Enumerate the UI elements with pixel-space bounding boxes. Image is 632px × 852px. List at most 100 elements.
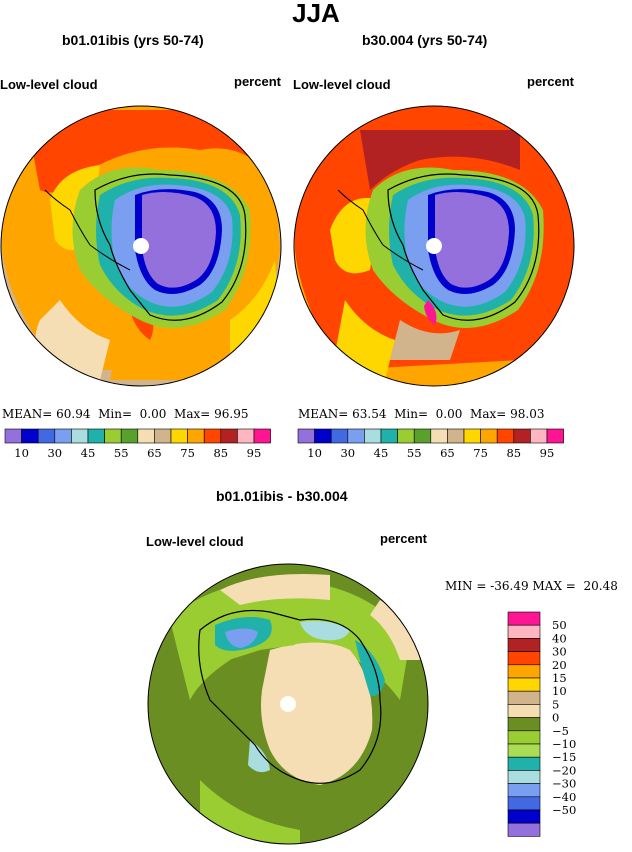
difference-legend-box	[507, 783, 541, 798]
difference-legend-box	[507, 756, 541, 771]
panel2-colorbar: 10 30 45 55 65 75 85 95	[297, 428, 564, 460]
panel1-mean-value: 60.94	[56, 407, 91, 421]
panel2-colorbar-box	[496, 428, 515, 444]
panel1-units-label: percent	[234, 74, 281, 89]
difference-legend-box	[507, 730, 541, 745]
panel2-max-label: Max=	[470, 407, 507, 421]
panel2-colorbar-tick: 55	[407, 446, 422, 460]
panel2-colorbar-tick: 65	[440, 446, 455, 460]
panel1-colorbar-box	[21, 428, 39, 444]
difference-legend-label: 50	[552, 618, 567, 632]
panel2-colorbar-tick: 75	[473, 446, 488, 460]
panel2-colorbar-box	[413, 428, 432, 444]
difference-legend-label: 30	[552, 645, 567, 659]
panel1-colorbar-tick: 75	[180, 446, 195, 460]
panel1-colorbar-box	[54, 428, 72, 444]
panel2-variable-label: Low-level cloud	[293, 77, 391, 92]
difference-legend-label: −40	[552, 790, 576, 804]
panel1-stats: MEAN= 60.94 Min= 0.00 Max= 96.95	[2, 407, 248, 421]
panel2-colorbar-box	[480, 428, 498, 444]
difference-variable-label: Low-level cloud	[146, 534, 244, 549]
panel2-colorbar-box	[297, 428, 315, 444]
panel1-colorbar-box	[187, 428, 205, 444]
difference-legend-label: 20	[552, 658, 567, 672]
panel2-min-label: Min=	[394, 407, 429, 421]
panel2-colorbar-tick: 85	[506, 446, 521, 460]
difference-legend-box	[507, 770, 541, 784]
panel1-min-value: 0.00	[139, 407, 167, 421]
panel1-case-title: b01.01ibis (yrs 50-74)	[62, 32, 204, 48]
panel1-colorbar: 10 30 45 55 65 75 85 95	[4, 428, 271, 460]
panel2-mean-value: 63.54	[352, 407, 387, 421]
panel2-colorbar-box	[513, 428, 531, 444]
panel1-colorbar-box	[87, 428, 105, 444]
difference-legend-label: −30	[552, 777, 576, 791]
difference-min-value: -36.49	[490, 579, 529, 593]
panel1-colorbar-tick: 85	[213, 446, 228, 460]
difference-legend-label: 40	[552, 631, 567, 645]
panel1-colorbar-box	[120, 428, 139, 444]
season-title: JJA	[292, 0, 340, 28]
difference-legend-box	[507, 651, 541, 666]
panel1-colorbar-box	[237, 428, 255, 444]
difference-legend-label: 15	[552, 671, 567, 685]
panel1-colorbar-box	[154, 428, 172, 444]
panel1-colorbar-box	[220, 428, 238, 444]
difference-legend-label: 5	[552, 697, 559, 711]
difference-legend-box	[507, 624, 541, 639]
difference-legend-box	[507, 809, 541, 824]
panel2-colorbar-box	[380, 428, 398, 444]
panel2-colorbar-box	[314, 428, 332, 444]
panel1-colorbar-box	[71, 428, 89, 444]
panel2-case-title: b30.004 (yrs 50-74)	[362, 32, 488, 48]
difference-max-value: 20.48	[583, 579, 618, 593]
panel2-colorbar-box	[347, 428, 365, 444]
panel1-colorbar-box	[104, 428, 122, 444]
difference-legend-box	[507, 638, 541, 652]
panel2-mean-label: MEAN=	[298, 407, 349, 421]
difference-legend-box	[507, 664, 541, 679]
difference-legend-label: −15	[552, 750, 576, 764]
panel2-colorbar-box	[430, 428, 448, 444]
panel1-colorbar-box	[253, 428, 271, 444]
panel1-colorbar-tick: 10	[14, 446, 29, 460]
difference-legend-box	[507, 822, 541, 837]
panel2-max-value: 98.03	[510, 407, 545, 421]
panel1-mean-label: MEAN=	[2, 407, 53, 421]
difference-legend-box	[507, 677, 541, 692]
panel2-colorbar-box	[546, 428, 564, 444]
panel2-colorbar-box	[463, 428, 481, 444]
panel2-colorbar-tick: 95	[540, 446, 555, 460]
difference-legend-box	[507, 611, 541, 626]
panel1-variable-label: Low-level cloud	[0, 77, 98, 92]
difference-title: b01.01ibis - b30.004	[216, 488, 348, 504]
difference-legend-label: −5	[552, 724, 569, 738]
panel2-colorbar-tick: 30	[340, 446, 355, 460]
panel1-colorbar-box	[137, 428, 155, 444]
panel1-colorbar-tick: 95	[247, 446, 262, 460]
difference-max-label: MAX =	[532, 579, 576, 593]
difference-legend-box	[507, 796, 541, 811]
difference-min-label: MIN =	[445, 579, 487, 593]
panel1-colorbar-tick: 65	[147, 446, 162, 460]
panel1-max-value: 96.95	[214, 407, 249, 421]
difference-legend-label: 10	[552, 684, 567, 698]
panel2-min-value: 0.00	[435, 407, 463, 421]
panel2-stats: MEAN= 63.54 Min= 0.00 Max= 98.03	[298, 407, 544, 421]
difference-units-label: percent	[380, 531, 427, 546]
panel1-colorbar-box	[37, 428, 56, 444]
panel1-colorbar-box	[4, 428, 22, 444]
panel1-colorbar-tick: 45	[81, 446, 96, 460]
difference-minmax: MIN = -36.49 MAX = 20.48	[445, 579, 618, 593]
panel2-colorbar-box	[364, 428, 382, 444]
panel2-colorbar-box	[447, 428, 465, 444]
panel2-colorbar-tick: 10	[307, 446, 322, 460]
panel2-colorbar-tick: 45	[374, 446, 389, 460]
difference-legend-box	[507, 690, 541, 705]
panel2-colorbar-box	[530, 428, 548, 444]
panel2-units-label: percent	[527, 74, 574, 89]
difference-legend-label: −20	[552, 763, 576, 777]
difference-legend-label: −50	[552, 803, 576, 817]
panel2-colorbar-box	[397, 428, 415, 444]
